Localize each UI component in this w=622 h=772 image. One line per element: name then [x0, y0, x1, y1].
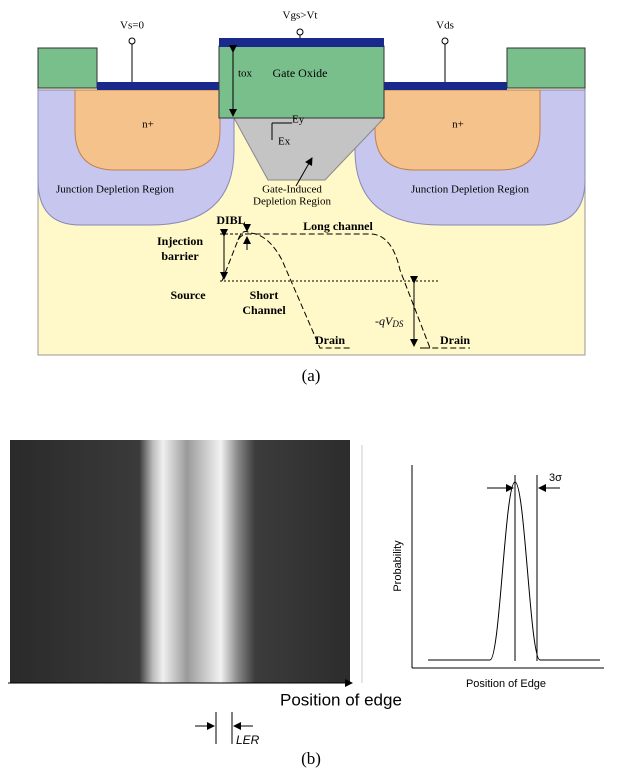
axis-title: Probability	[392, 540, 404, 592]
label: LER	[236, 733, 260, 747]
oxide-left	[38, 48, 97, 88]
axis-title: Position of Edge	[466, 678, 546, 690]
label: Source	[170, 288, 206, 302]
label: barrier	[161, 249, 199, 263]
label: Junction Depletion Region	[411, 184, 529, 196]
label: n+	[452, 119, 464, 131]
label: tox	[238, 68, 253, 80]
gaussian	[428, 482, 600, 660]
label: Drain	[440, 333, 470, 347]
label: n+	[142, 119, 154, 131]
label: Drain	[315, 333, 345, 347]
qvds: -qV	[375, 314, 394, 328]
label: Gate Oxide	[273, 66, 328, 80]
label: Vs=0	[120, 20, 144, 32]
label: DIBL	[216, 213, 245, 227]
caption: (a)	[302, 366, 321, 385]
terminal	[442, 38, 448, 44]
panel-b: 3σ Probability Position of Edge Position…	[8, 440, 604, 768]
label: Junction Depletion Region	[56, 184, 174, 196]
qvds-sub: DS	[391, 319, 403, 329]
label: Short	[250, 288, 279, 302]
panel-a: Vs=0 Vgs>Vt Vds tox Gate Oxide Ex Ey n+ …	[38, 10, 585, 385]
gate-metal	[219, 38, 384, 47]
contact-left	[97, 82, 219, 90]
label: 3σ	[549, 472, 562, 484]
oxide-right	[507, 48, 585, 88]
caption: (b)	[301, 749, 321, 768]
label: Injection	[157, 234, 203, 248]
gate-oxide	[219, 46, 384, 118]
label: Vgs>Vt	[283, 10, 318, 22]
label: Ey	[292, 114, 305, 126]
figure: Vs=0 Vgs>Vt Vds tox Gate Oxide Ex Ey n+ …	[0, 0, 622, 772]
label: Vds	[436, 20, 454, 32]
label: Depletion Region	[253, 196, 331, 208]
contact-right	[384, 82, 507, 90]
label: Gate-Induced	[262, 184, 322, 196]
sem-image	[10, 440, 350, 683]
label: Ex	[278, 136, 291, 148]
label: Channel	[242, 303, 286, 317]
terminal	[129, 38, 135, 44]
label: Position of edge	[280, 690, 402, 709]
label: Long channel	[303, 219, 373, 233]
terminal	[297, 29, 303, 35]
